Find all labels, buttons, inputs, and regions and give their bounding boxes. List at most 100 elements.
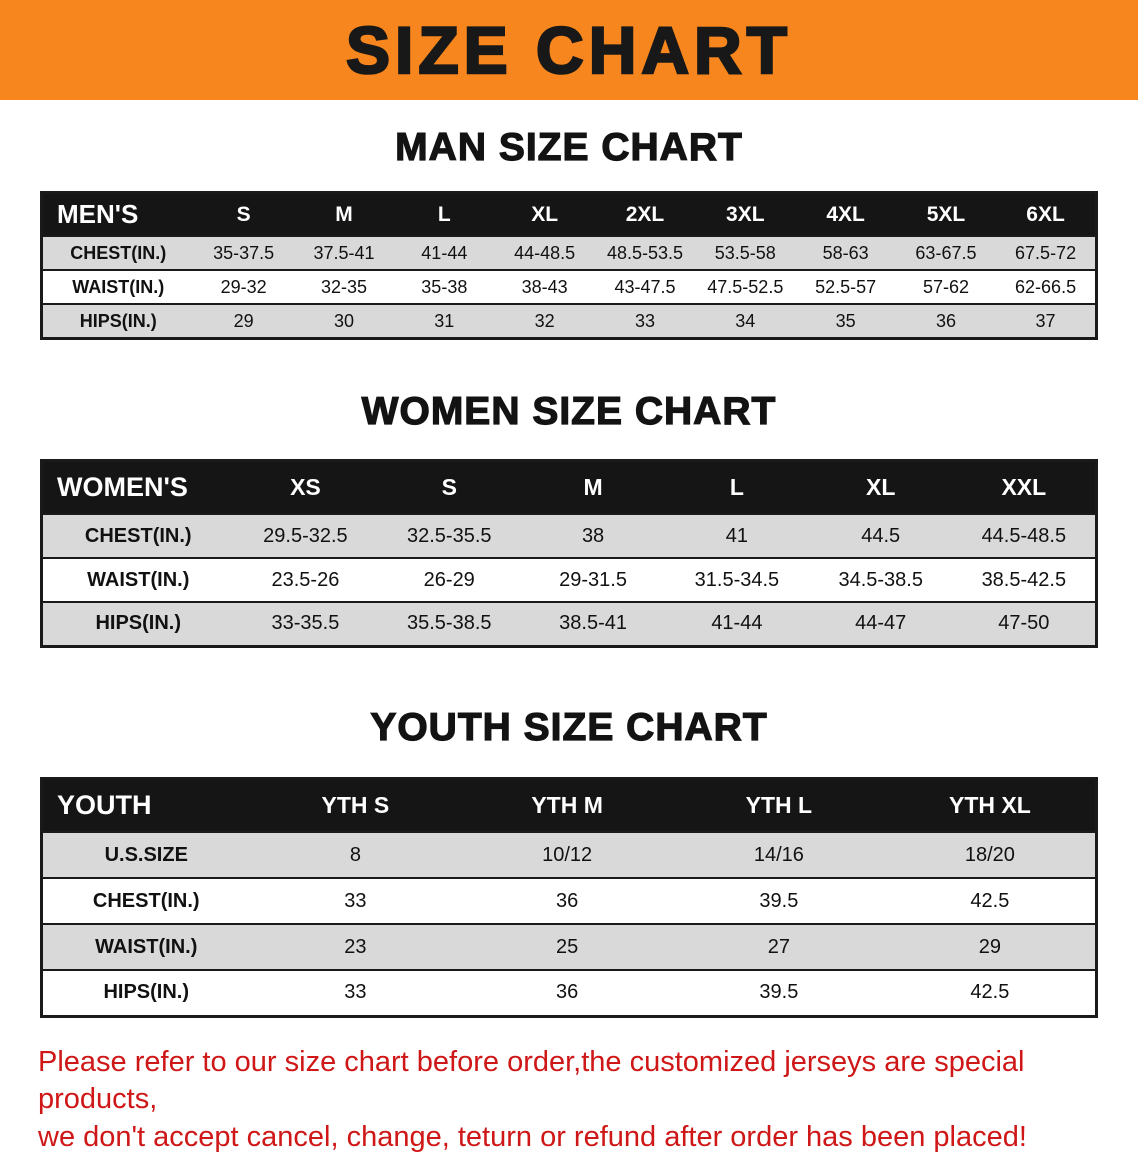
size-value-cell: 36 xyxy=(461,969,673,1018)
table-row: U.S.SIZE 8 10/12 14/16 18/20 xyxy=(41,831,1097,880)
size-value-cell: 32-35 xyxy=(293,269,395,306)
table-row: CHEST(IN.) 33 36 39.5 42.5 xyxy=(41,877,1097,926)
size-value-cell: 41-44 xyxy=(394,235,495,272)
table-header-row: WOMEN'S XS S M L XL XXL xyxy=(41,459,1097,516)
size-value-cell: 29.5-32.5 xyxy=(233,513,378,560)
size-value-cell: 57-62 xyxy=(895,269,997,306)
disclaimer-line-2: we don't accept cancel, change, teturn o… xyxy=(38,1120,1027,1153)
size-value-cell: 44.5-48.5 xyxy=(952,513,1097,560)
size-value-cell: 33 xyxy=(249,877,462,926)
row-label: HIPS(IN.) xyxy=(41,601,234,648)
table-row: WAIST(IN.) 29-32 32-35 35-38 38-43 43-47.5 47.… xyxy=(41,269,1097,306)
table-row: WAIST(IN.) 23.5-26 26-29 29-31.5 31.5-34.5 34… xyxy=(41,557,1097,604)
row-label: WAIST(IN.) xyxy=(41,923,250,972)
table-row: CHEST(IN.) 35-37.5 37.5-41 41-44 44-48.5 48.5… xyxy=(41,235,1097,272)
table-title-cell: YOUTH xyxy=(41,777,250,834)
size-column-header: YTH XL xyxy=(884,777,1097,834)
size-value-cell: 39.5 xyxy=(673,969,885,1018)
size-column-header: 6XL xyxy=(996,191,1097,238)
size-value-cell: 39.5 xyxy=(673,877,885,926)
size-value-cell: 41-44 xyxy=(664,601,809,648)
size-value-cell: 30 xyxy=(293,303,395,340)
disclaimer-line-1: Please refer to our size chart before or… xyxy=(38,1045,1025,1116)
size-value-cell: 41 xyxy=(664,513,809,560)
size-value-cell: 33 xyxy=(594,303,696,340)
banner-title: SIZE CHART xyxy=(345,13,792,87)
table-header-row: MEN'S S M L XL 2XL 3XL 4XL 5XL 6XL xyxy=(41,191,1097,238)
size-value-cell: 29 xyxy=(884,923,1097,972)
table-title-cell: WOMEN'S xyxy=(41,459,234,516)
men-section-heading: MAN SIZE CHART xyxy=(395,125,743,169)
size-value-cell: 25 xyxy=(461,923,673,972)
size-value-cell: 32.5-35.5 xyxy=(377,513,522,560)
size-value-cell: 37.5-41 xyxy=(293,235,395,272)
size-value-cell: 33-35.5 xyxy=(233,601,378,648)
table-row: WAIST(IN.) 23 25 27 29 xyxy=(41,923,1097,972)
size-value-cell: 52.5-57 xyxy=(795,269,896,306)
size-column-header: YTH L xyxy=(673,777,885,834)
size-value-cell: 36 xyxy=(895,303,997,340)
size-value-cell: 34.5-38.5 xyxy=(808,557,953,604)
size-column-header: XS xyxy=(233,459,378,516)
size-column-header: L xyxy=(664,459,809,516)
size-value-cell: 47.5-52.5 xyxy=(695,269,796,306)
table-header-row: YOUTH YTH S YTH M YTH L YTH XL xyxy=(41,777,1097,834)
size-value-cell: 23 xyxy=(249,923,462,972)
size-column-header: YTH M xyxy=(461,777,673,834)
size-value-cell: 44-48.5 xyxy=(494,235,595,272)
size-value-cell: 47-50 xyxy=(952,601,1097,648)
size-column-header: XXL xyxy=(952,459,1097,516)
size-value-cell: 29 xyxy=(193,303,294,340)
men-size-table: MEN'S S M L XL 2XL 3XL 4XL 5XL 6XL CHEST(IN.) 35-37… xyxy=(40,190,1098,340)
size-column-header: XL xyxy=(494,191,595,238)
size-value-cell: 37 xyxy=(996,303,1097,340)
youth-section-heading: YOUTH SIZE CHART xyxy=(370,705,768,749)
row-label: HIPS(IN.) xyxy=(41,969,250,1018)
size-value-cell: 35.5-38.5 xyxy=(377,601,522,648)
row-label: WAIST(IN.) xyxy=(41,557,234,604)
size-value-cell: 26-29 xyxy=(377,557,522,604)
size-column-header: 4XL xyxy=(795,191,896,238)
size-value-cell: 43-47.5 xyxy=(594,269,696,306)
table-row: HIPS(IN.) 29 30 31 32 33 34 35 36 37 xyxy=(41,303,1097,340)
size-value-cell: 38 xyxy=(521,513,665,560)
size-column-header: M xyxy=(521,459,665,516)
size-value-cell: 10/12 xyxy=(461,831,673,880)
size-column-header: 5XL xyxy=(895,191,997,238)
size-column-header: S xyxy=(377,459,522,516)
table-row: HIPS(IN.) 33-35.5 35.5-38.5 38.5-41 41-44 44-… xyxy=(41,601,1097,648)
size-value-cell: 38.5-41 xyxy=(521,601,665,648)
size-value-cell: 31 xyxy=(394,303,495,340)
size-column-header: XL xyxy=(808,459,953,516)
size-value-cell: 38-43 xyxy=(494,269,595,306)
size-column-header: M xyxy=(293,191,395,238)
row-label: HIPS(IN.) xyxy=(41,303,194,340)
size-value-cell: 14/16 xyxy=(673,831,885,880)
size-value-cell: 34 xyxy=(695,303,796,340)
size-value-cell: 29-31.5 xyxy=(521,557,665,604)
row-label: U.S.SIZE xyxy=(41,831,250,880)
size-value-cell: 31.5-34.5 xyxy=(664,557,809,604)
men-section: MAN SIZE CHART MEN'S S M L XL 2XL 3XL 4XL 5XL 6XL… xyxy=(0,100,1138,340)
size-value-cell: 8 xyxy=(249,831,462,880)
row-label: WAIST(IN.) xyxy=(41,269,194,306)
size-value-cell: 32 xyxy=(494,303,595,340)
table-row: CHEST(IN.) 29.5-32.5 32.5-35.5 38 41 44.5 44.5… xyxy=(41,513,1097,560)
size-value-cell: 18/20 xyxy=(884,831,1097,880)
size-value-cell: 48.5-53.5 xyxy=(594,235,696,272)
size-value-cell: 35 xyxy=(795,303,896,340)
size-column-header: 3XL xyxy=(695,191,796,238)
size-value-cell: 33 xyxy=(249,969,462,1018)
table-title-cell: MEN'S xyxy=(41,191,194,238)
row-label: CHEST(IN.) xyxy=(41,877,250,926)
size-value-cell: 53.5-58 xyxy=(695,235,796,272)
size-value-cell: 35-38 xyxy=(394,269,495,306)
women-size-table: WOMEN'S XS S M L XL XXL CHEST(IN.) 29.5-32.5 32.5… xyxy=(40,458,1098,648)
size-column-header: YTH S xyxy=(249,777,462,834)
row-label: CHEST(IN.) xyxy=(41,513,234,560)
youth-size-table: YOUTH YTH S YTH M YTH L YTH XL U.S.SIZE 8 10/12… xyxy=(40,776,1098,1018)
size-column-header: 2XL xyxy=(594,191,696,238)
disclaimer: Please refer to our size chart before or… xyxy=(38,1044,1100,1157)
size-value-cell: 42.5 xyxy=(884,969,1097,1018)
size-column-header: L xyxy=(394,191,495,238)
